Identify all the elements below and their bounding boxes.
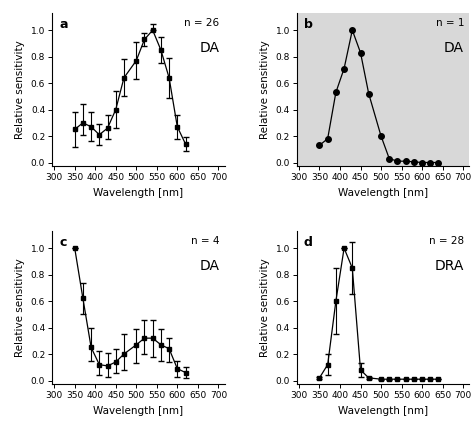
Text: n = 1: n = 1 — [436, 18, 464, 28]
Text: c: c — [59, 235, 66, 248]
Text: DA: DA — [200, 259, 219, 273]
Y-axis label: Relative sensitivity: Relative sensitivity — [260, 40, 270, 139]
Text: a: a — [59, 18, 67, 31]
Text: b: b — [304, 18, 313, 31]
Y-axis label: Relative sensitivity: Relative sensitivity — [260, 258, 270, 357]
Text: DRA: DRA — [435, 259, 464, 273]
X-axis label: Wavelength [nm]: Wavelength [nm] — [93, 406, 183, 416]
Y-axis label: Relative sensitivity: Relative sensitivity — [15, 40, 25, 139]
X-axis label: Wavelength [nm]: Wavelength [nm] — [338, 188, 428, 198]
Text: DA: DA — [444, 41, 464, 54]
Text: n = 26: n = 26 — [184, 18, 219, 28]
Text: DA: DA — [200, 41, 219, 54]
Text: n = 4: n = 4 — [191, 235, 219, 245]
X-axis label: Wavelength [nm]: Wavelength [nm] — [338, 406, 428, 416]
Y-axis label: Relative sensitivity: Relative sensitivity — [15, 258, 25, 357]
Text: n = 28: n = 28 — [429, 235, 464, 245]
Text: d: d — [304, 235, 313, 248]
X-axis label: Wavelength [nm]: Wavelength [nm] — [93, 188, 183, 198]
